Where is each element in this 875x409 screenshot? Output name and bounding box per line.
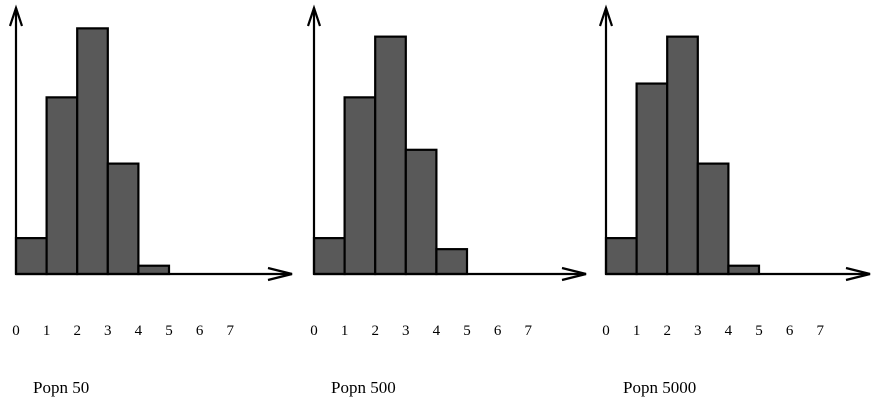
histogram-bar-3: [106, 162, 140, 276]
histogram-panel-popn-500: Popn 500 0 1 2 3 4 5 6 7: [306, 4, 587, 397]
histogram-bar-1: [635, 82, 669, 276]
histogram-bar-0: [14, 237, 48, 276]
panel-caption: Popn 500: [331, 378, 396, 397]
x-axis-arrowhead: [561, 266, 587, 282]
x-tick-label: 2: [371, 323, 379, 339]
x-tick-label: 2: [73, 323, 81, 339]
histogram-bar-0: [604, 237, 638, 276]
histogram-bar-2: [76, 27, 109, 276]
x-tick-label: 7: [226, 323, 234, 339]
x-tick-label: 0: [310, 323, 318, 339]
histogram-bar-4: [727, 264, 761, 276]
histogram-bar-4: [435, 248, 469, 276]
histogram-panel-popn-5000: Popn 5000 0 1 2 3 4 5 6 7: [598, 4, 871, 397]
x-tick-label: 7: [524, 323, 532, 339]
x-tick-label: 0: [12, 323, 20, 339]
histogram-panel-popn-50: Popn 50 0 1 2 3 4 5 6 7: [8, 4, 293, 397]
x-tick-label: 3: [402, 323, 410, 339]
histogram-bar-4: [137, 264, 171, 276]
x-tick-label: 3: [104, 323, 112, 339]
panel-caption: Popn 5000: [623, 378, 696, 397]
x-tick-label: 3: [694, 323, 702, 339]
x-tick-label: 6: [196, 323, 204, 339]
x-tick-label: 5: [755, 323, 763, 339]
x-tick-label: 1: [633, 323, 641, 339]
histogram-bar-0: [312, 237, 346, 276]
x-tick-label: 6: [786, 323, 794, 339]
x-tick-label: 4: [433, 323, 441, 339]
histogram-bar-3: [696, 162, 730, 276]
y-axis-arrowhead: [8, 4, 24, 27]
x-tick-label: 6: [494, 323, 502, 339]
x-axis-arrowhead: [267, 266, 293, 282]
x-axis-arrowhead: [845, 266, 871, 282]
y-axis-arrowhead: [306, 4, 322, 27]
x-tick-label: 7: [816, 323, 824, 339]
x-tick-label: 4: [135, 323, 143, 339]
x-tick-label: 2: [663, 323, 671, 339]
histogram-bar-2: [374, 35, 407, 276]
x-tick-label: 1: [341, 323, 349, 339]
histogram-bar-1: [343, 96, 377, 276]
x-tick-label: 4: [725, 323, 733, 339]
histogram-bar-1: [45, 96, 79, 276]
histogram-bar-3: [404, 148, 438, 276]
x-tick-label: 0: [602, 323, 610, 339]
x-tick-label: 1: [43, 323, 51, 339]
x-tick-label: 5: [165, 323, 173, 339]
histogram-bar-2: [666, 35, 699, 276]
y-axis-arrowhead: [598, 4, 614, 27]
panel-caption: Popn 50: [33, 378, 89, 397]
x-tick-label: 5: [463, 323, 471, 339]
